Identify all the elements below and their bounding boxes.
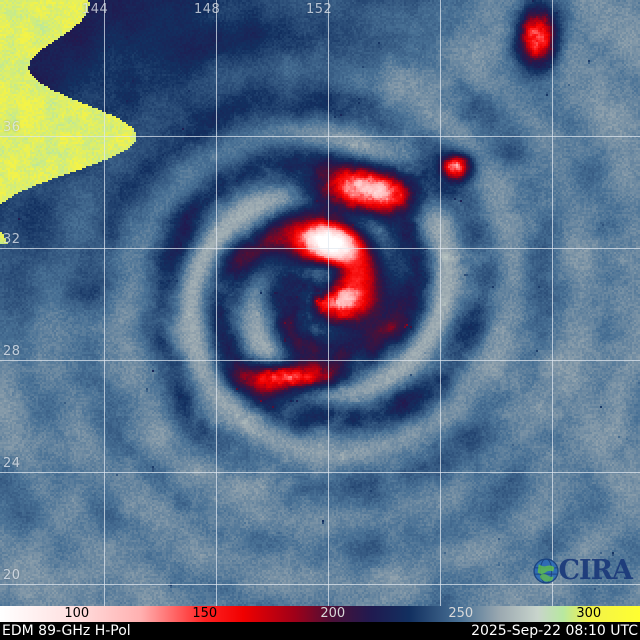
brightness-temperature-colorbar — [0, 606, 640, 622]
colorbar-tick-300: 300 — [576, 606, 602, 621]
product-label: EDM 89-GHz H-Pol — [2, 623, 131, 639]
globe-icon — [533, 557, 560, 584]
cira-wordmark: CIRA — [558, 555, 633, 586]
timestamp-label: 2025-Sep-22 08:10 UTC — [471, 623, 638, 639]
microwave-brightness-temperature-image — [0, 0, 640, 606]
cira-logo: CIRA — [533, 555, 633, 586]
colorbar-tick-200: 200 — [320, 606, 346, 621]
colorbar-tick-150: 150 — [192, 606, 218, 621]
satellite-imagery-panel: 144 148 152 36 32 28 24 20 CIRA — [0, 0, 640, 606]
colorbar-tick-250: 250 — [448, 606, 474, 621]
colorbar-container: 100 150 200 250 300 — [0, 606, 640, 622]
footer-bar: EDM 89-GHz H-Pol 2025-Sep-22 08:10 UTC — [0, 622, 640, 640]
colorbar-tick-100: 100 — [64, 606, 90, 621]
